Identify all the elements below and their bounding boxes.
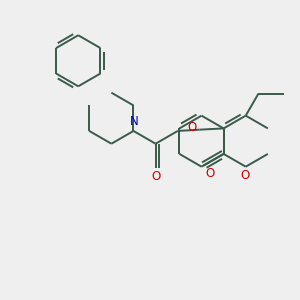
Text: O: O (206, 167, 215, 180)
Text: O: O (187, 121, 196, 134)
Text: N: N (130, 115, 138, 128)
Text: O: O (151, 170, 160, 183)
Text: O: O (241, 169, 250, 182)
